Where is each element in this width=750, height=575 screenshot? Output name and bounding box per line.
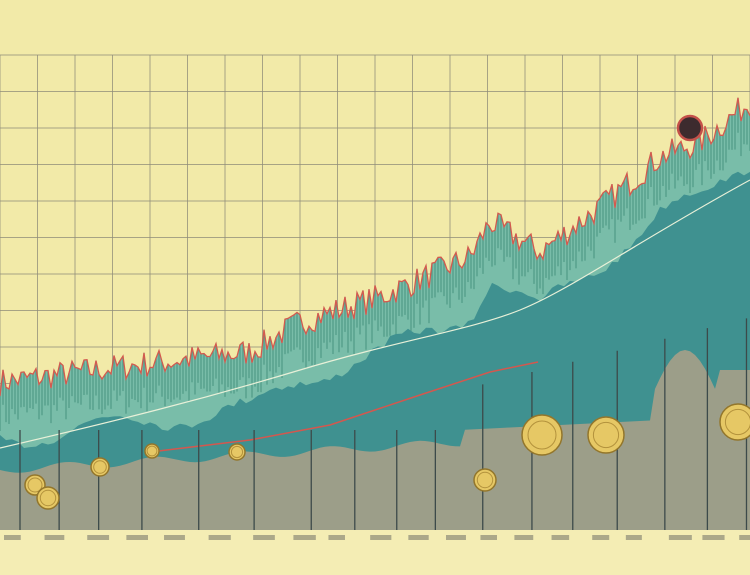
- label-smudge: [209, 535, 231, 540]
- label-smudge: [4, 535, 21, 540]
- label-smudge: [669, 535, 692, 540]
- label-smudge: [293, 535, 315, 540]
- label-smudge: [45, 535, 65, 540]
- label-smudge: [592, 535, 609, 540]
- label-smudge: [126, 535, 148, 540]
- label-smudge: [408, 535, 428, 540]
- marker-dot: [678, 116, 702, 140]
- label-smudge: [480, 535, 497, 540]
- label-smudge: [446, 535, 466, 540]
- label-smudge: [739, 535, 750, 540]
- label-smudge: [702, 535, 724, 540]
- label-smudge: [328, 535, 345, 540]
- label-smudge: [626, 535, 642, 540]
- label-smudge: [552, 535, 570, 540]
- label-smudge: [253, 535, 275, 540]
- label-smudge: [164, 535, 185, 540]
- label-smudge: [514, 535, 533, 540]
- label-smudge: [370, 535, 391, 540]
- label-smudge: [87, 535, 109, 540]
